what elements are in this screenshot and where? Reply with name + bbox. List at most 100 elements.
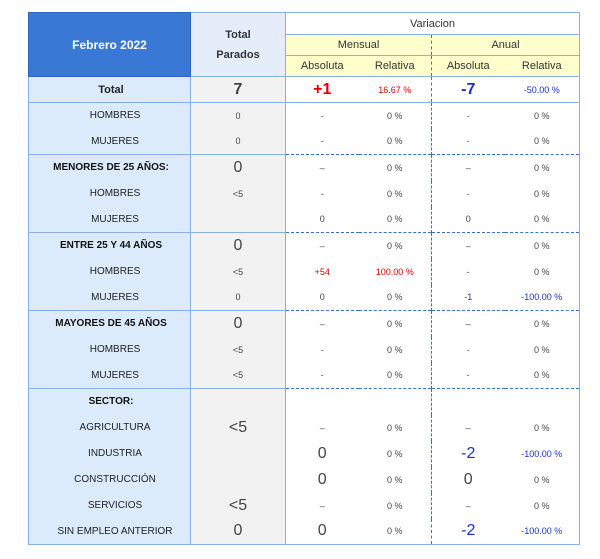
- row-label: MUJERES: [28, 128, 191, 155]
- row-total: [190, 466, 286, 493]
- row-mensual-relativa: 0 %: [386, 292, 403, 303]
- row-anual-absoluta: -2: [431, 518, 505, 545]
- mensual-header: Mensual: [285, 34, 432, 56]
- row-total: 0: [190, 102, 286, 129]
- total-parados-header: Total Parados: [190, 12, 286, 77]
- row-mensual-absoluta: 0: [317, 444, 327, 462]
- row-mensual-absoluta: -: [320, 370, 324, 381]
- total-header-line2: Parados: [216, 48, 260, 61]
- row-anual-relativa: 0 %: [504, 258, 581, 285]
- row-anual-absoluta: [431, 388, 505, 415]
- row-label: HOMBRES: [28, 258, 191, 285]
- table-row: HOMBRES <5 +54 100.00 % - 0 %: [28, 258, 581, 285]
- table-row: MENORES DE 25 AÑOS: 0 – 0 % – 0 %: [28, 154, 581, 181]
- row-label: SERVICIOS: [28, 492, 191, 519]
- row-label: MAYORES DE 45 AÑOS: [28, 310, 191, 337]
- row-total: <5: [190, 362, 286, 389]
- row-label: HOMBRES: [28, 336, 191, 363]
- row-mensual-relativa: 0 %: [358, 310, 432, 337]
- row-anual-relativa: 0 %: [504, 492, 581, 519]
- row-anual-relativa: -100.00 %: [504, 518, 581, 545]
- row-anual-relativa: -100.00 %: [504, 440, 581, 467]
- table-row: SERVICIOS <5 – 0 % – 0 %: [28, 492, 581, 519]
- row-mensual-absoluta: 0: [285, 518, 359, 545]
- table-row: HOMBRES <5 - 0 % - 0 %: [28, 336, 581, 363]
- row-label: HOMBRES: [28, 102, 191, 129]
- mensual-absoluta-header: Absoluta: [285, 55, 359, 77]
- row-mensual-absoluta: -: [320, 188, 324, 199]
- row-anual-absoluta: –: [431, 492, 505, 519]
- row-anual-relativa: 0 %: [504, 206, 581, 233]
- row-mensual-absoluta: -: [320, 110, 324, 121]
- row-total: [190, 440, 286, 467]
- row-label: MUJERES: [28, 206, 191, 233]
- row-anual-relativa: 0 %: [504, 466, 581, 493]
- row-mensual-relativa: 0 %: [386, 344, 403, 355]
- row-anual-absoluta: -: [431, 362, 505, 389]
- row-anual-absoluta: –: [431, 154, 505, 181]
- row-label: Total: [28, 76, 191, 103]
- row-total: 0: [190, 232, 286, 259]
- table-row: AGRICULTURA <5 – 0 % – 0 %: [28, 414, 581, 441]
- anual-relativa-header: Relativa: [504, 55, 581, 77]
- row-anual-relativa: 0 %: [504, 102, 581, 129]
- table-row: SECTOR:: [28, 388, 581, 415]
- row-label: MUJERES: [28, 284, 191, 311]
- row-anual-relativa: 0 %: [504, 128, 581, 155]
- row-anual-absoluta: -: [431, 128, 505, 155]
- row-mensual-relativa: [358, 388, 432, 415]
- row-mensual-relativa: 0 %: [386, 188, 403, 199]
- row-mensual-relativa: 0 %: [386, 448, 403, 459]
- table-row: CONSTRUCCIÓN 0 0 % 0 0 %: [28, 466, 581, 493]
- row-anual-relativa: 0 %: [504, 336, 581, 363]
- anual-header: Anual: [430, 34, 581, 56]
- table-row: MUJERES <5 - 0 % - 0 %: [28, 362, 581, 389]
- row-mensual-relativa: 0 %: [386, 500, 403, 511]
- row-mensual-absoluta: –: [285, 310, 359, 337]
- total-header-line1: Total: [225, 28, 251, 41]
- row-anual-absoluta: -1: [431, 284, 505, 311]
- row-anual-absoluta: –: [431, 414, 505, 441]
- row-mensual-relativa: 0 %: [386, 110, 403, 121]
- table-row: INDUSTRIA 0 0 % -2 -100.00 %: [28, 440, 581, 467]
- row-label: ENTRE 25 Y 44 AÑOS: [28, 232, 191, 259]
- row-total: <5: [190, 258, 286, 285]
- table-row: MUJERES 0 0 % 0 0 %: [28, 206, 581, 233]
- row-total: <5: [190, 492, 286, 519]
- row-mensual-absoluta: –: [319, 500, 325, 511]
- row-total: <5: [190, 414, 286, 441]
- row-mensual-absoluta: -: [320, 344, 324, 355]
- table-row: MUJERES 0 - 0 % - 0 %: [28, 128, 581, 155]
- row-mensual-relativa: 0 %: [386, 214, 403, 225]
- row-total: [190, 206, 286, 233]
- row-mensual-absoluta: -: [320, 136, 324, 147]
- table-row: SIN EMPLEO ANTERIOR 0 0 0 % -2 -100.00 %: [28, 518, 581, 545]
- mensual-relativa-header: Relativa: [358, 55, 432, 77]
- table-row: MAYORES DE 45 AÑOS 0 – 0 % – 0 %: [28, 310, 581, 337]
- row-anual-relativa: 0 %: [504, 154, 581, 181]
- row-mensual-absoluta: –: [319, 422, 325, 433]
- row-label: SIN EMPLEO ANTERIOR: [28, 518, 191, 545]
- row-label: MENORES DE 25 AÑOS:: [28, 154, 191, 181]
- row-mensual-relativa: 16.67 %: [358, 76, 432, 103]
- row-anual-absoluta: -: [431, 180, 505, 207]
- row-anual-absoluta: 0: [431, 466, 505, 493]
- row-total: 0: [190, 154, 286, 181]
- row-mensual-absoluta: 0: [319, 214, 325, 225]
- row-mensual-relativa: 0 %: [358, 154, 432, 181]
- row-anual-absoluta: –: [431, 310, 505, 337]
- row-anual-relativa: 0 %: [504, 362, 581, 389]
- row-anual-relativa: [504, 388, 581, 415]
- row-anual-relativa: 0 %: [504, 310, 581, 337]
- row-total: 0: [190, 310, 286, 337]
- row-mensual-relativa: 0 %: [386, 136, 403, 147]
- table-row: HOMBRES 0 - 0 % - 0 %: [28, 102, 581, 129]
- row-mensual-absoluta: +1: [285, 76, 359, 103]
- row-anual-absoluta: -: [431, 258, 505, 285]
- row-mensual-relativa: 100.00 %: [375, 266, 414, 277]
- variacion-header: Variacion: [284, 12, 581, 35]
- row-label: MUJERES: [28, 362, 191, 389]
- table-row: MUJERES 0 0 0 % -1 -100.00 %: [28, 284, 581, 311]
- row-anual-absoluta: -: [431, 336, 505, 363]
- row-mensual-relativa: 0 %: [358, 232, 432, 259]
